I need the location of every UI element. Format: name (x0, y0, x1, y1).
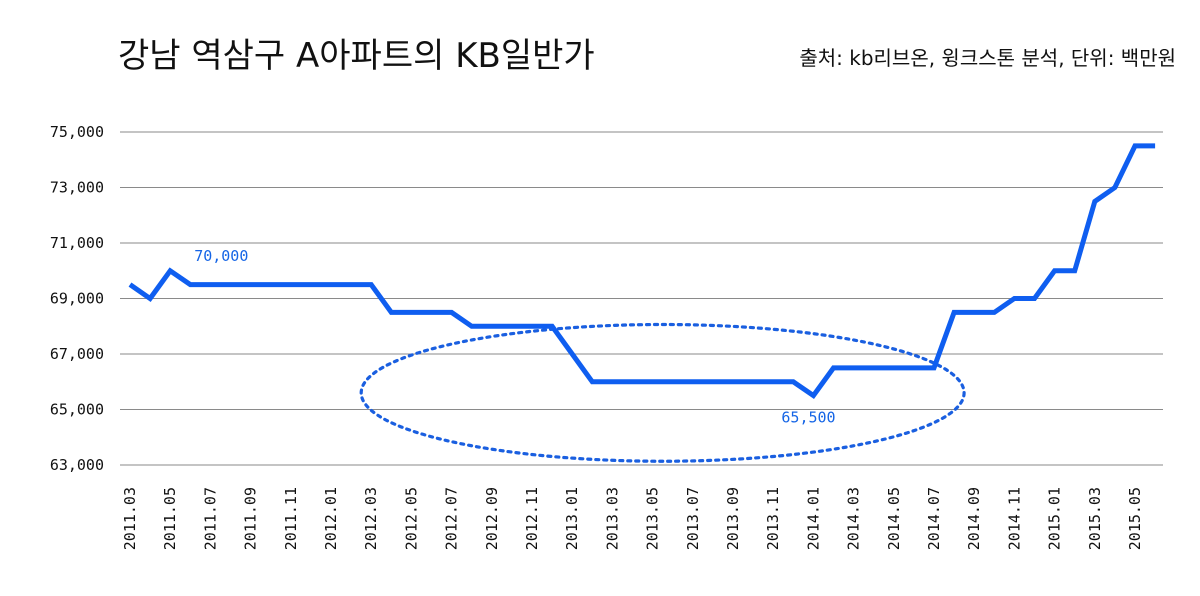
y-tick-label: 75,000 (50, 123, 104, 141)
data-annotation: 65,500 (781, 409, 835, 427)
x-tick-label: 2014.01 (804, 487, 822, 550)
x-axis-ticks: 2011.03 2011.05 2011.07 2011.09 2011.11 2012.… (121, 487, 1144, 550)
y-tick-label: 69,000 (50, 290, 104, 308)
x-tick-label: 2013.07 (684, 487, 702, 550)
x-tick-label: 2011.03 (121, 487, 139, 550)
y-tick-label: 65,000 (50, 401, 104, 419)
y-tick-label: 67,000 (50, 345, 104, 363)
x-tick-label: 2012.07 (443, 487, 461, 550)
x-tick-label: 2011.11 (282, 487, 300, 550)
x-tick-label: 2011.05 (161, 487, 179, 550)
highlight-ellipse (359, 322, 966, 463)
x-tick-label: 2015.05 (1126, 487, 1144, 550)
y-axis-ticks: 63,000 65,000 67,000 69,000 71,000 73,000 75,0… (50, 123, 104, 474)
x-tick-label: 2012.05 (402, 487, 420, 550)
x-tick-label: 2012.01 (322, 487, 340, 550)
x-tick-label: 2012.09 (483, 487, 501, 550)
x-tick-label: 2012.11 (523, 487, 541, 550)
y-tick-label: 73,000 (50, 179, 104, 197)
gridlines (120, 131, 1163, 466)
x-tick-label: 2014.07 (925, 487, 943, 550)
x-tick-label: 2013.05 (644, 487, 662, 550)
series-layer (128, 143, 1156, 400)
chart-title: 강남 역삼구 A아파트의 KB일반가 (118, 36, 595, 76)
x-tick-label: 2014.11 (1005, 487, 1023, 550)
x-tick-label: 2014.05 (885, 487, 903, 550)
y-tick-label: 63,000 (50, 456, 104, 474)
x-tick-label: 2011.07 (201, 487, 219, 550)
x-tick-label: 2014.03 (845, 487, 863, 550)
x-tick-label: 2014.09 (965, 487, 983, 550)
y-tick-label: 71,000 (50, 234, 104, 252)
x-tick-label: 2015.03 (1086, 487, 1104, 550)
x-tick-label: 2015.01 (1046, 487, 1064, 550)
chart-source-note: 출처: kb리브온, 윙크스톤 분석, 단위: 백만원 (799, 46, 1176, 70)
annotations: 70,000 65,500 (194, 247, 835, 427)
data-annotation: 70,000 (194, 247, 248, 265)
x-tick-label: 2012.03 (362, 487, 380, 550)
x-tick-label: 2013.09 (724, 487, 742, 550)
x-tick-label: 2011.09 (242, 487, 260, 550)
x-tick-label: 2013.01 (563, 487, 581, 550)
x-tick-label: 2013.03 (603, 487, 621, 550)
series-line (128, 143, 1156, 400)
highlight-region (359, 322, 966, 463)
x-tick-label: 2013.11 (764, 487, 782, 550)
